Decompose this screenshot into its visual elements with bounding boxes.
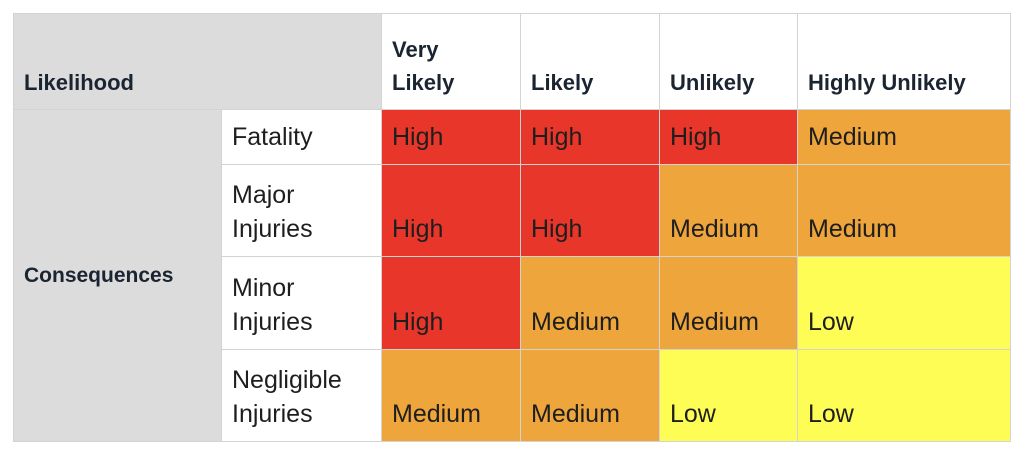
row-negligible-injuries: Negligible Injuries Medium Medium Low Lo… [14,349,1011,442]
risk-cell-low: Low [797,256,1011,350]
risk-cell-high: High [381,256,521,350]
risk-cell-low: Low [659,349,798,442]
column-header-very-likely: Very Likely [381,13,521,110]
row-header: Major Injuries [221,164,382,257]
header-row: Likelihood Very Likely Likely Unlikely H… [13,13,1011,110]
risk-cell-low: Low [797,349,1011,442]
row-minor-injuries: Minor Injuries High Medium Medium Low [14,256,1011,350]
risk-cell-medium: Medium [381,349,521,442]
column-header-highly-unlikely: Highly Unlikely [797,13,1011,110]
risk-cell-medium: Medium [797,109,1011,165]
risk-cell-high: High [520,164,660,257]
row-fatality: Consequences Fatality High High High Med… [13,109,1011,442]
risk-cell-high: High [381,164,521,257]
risk-cell-medium: Medium [797,164,1011,257]
risk-cell-medium: Medium [520,349,660,442]
risk-matrix: Likelihood Very Likely Likely Unlikely H… [13,13,1011,442]
column-header-likely: Likely [520,13,660,110]
risk-cell-high: High [659,109,798,165]
likelihood-header: Likelihood [13,13,382,110]
risk-cell-high: High [381,109,521,165]
likelihood-label: Likelihood [24,70,134,95]
row-header: Negligible Injuries [221,349,382,442]
column-header-unlikely: Unlikely [659,13,798,110]
row-major-injuries: Major Injuries High High Medium Medium [14,164,1011,257]
risk-cell-medium: Medium [659,256,798,350]
row-header: Minor Injuries [221,256,382,350]
risk-cell-medium: Medium [520,256,660,350]
risk-cell-high: High [520,109,660,165]
risk-cell-medium: Medium [659,164,798,257]
consequences-header: Consequences [13,109,222,442]
consequences-label: Consequences [24,263,174,287]
row-header: Fatality [221,109,382,165]
